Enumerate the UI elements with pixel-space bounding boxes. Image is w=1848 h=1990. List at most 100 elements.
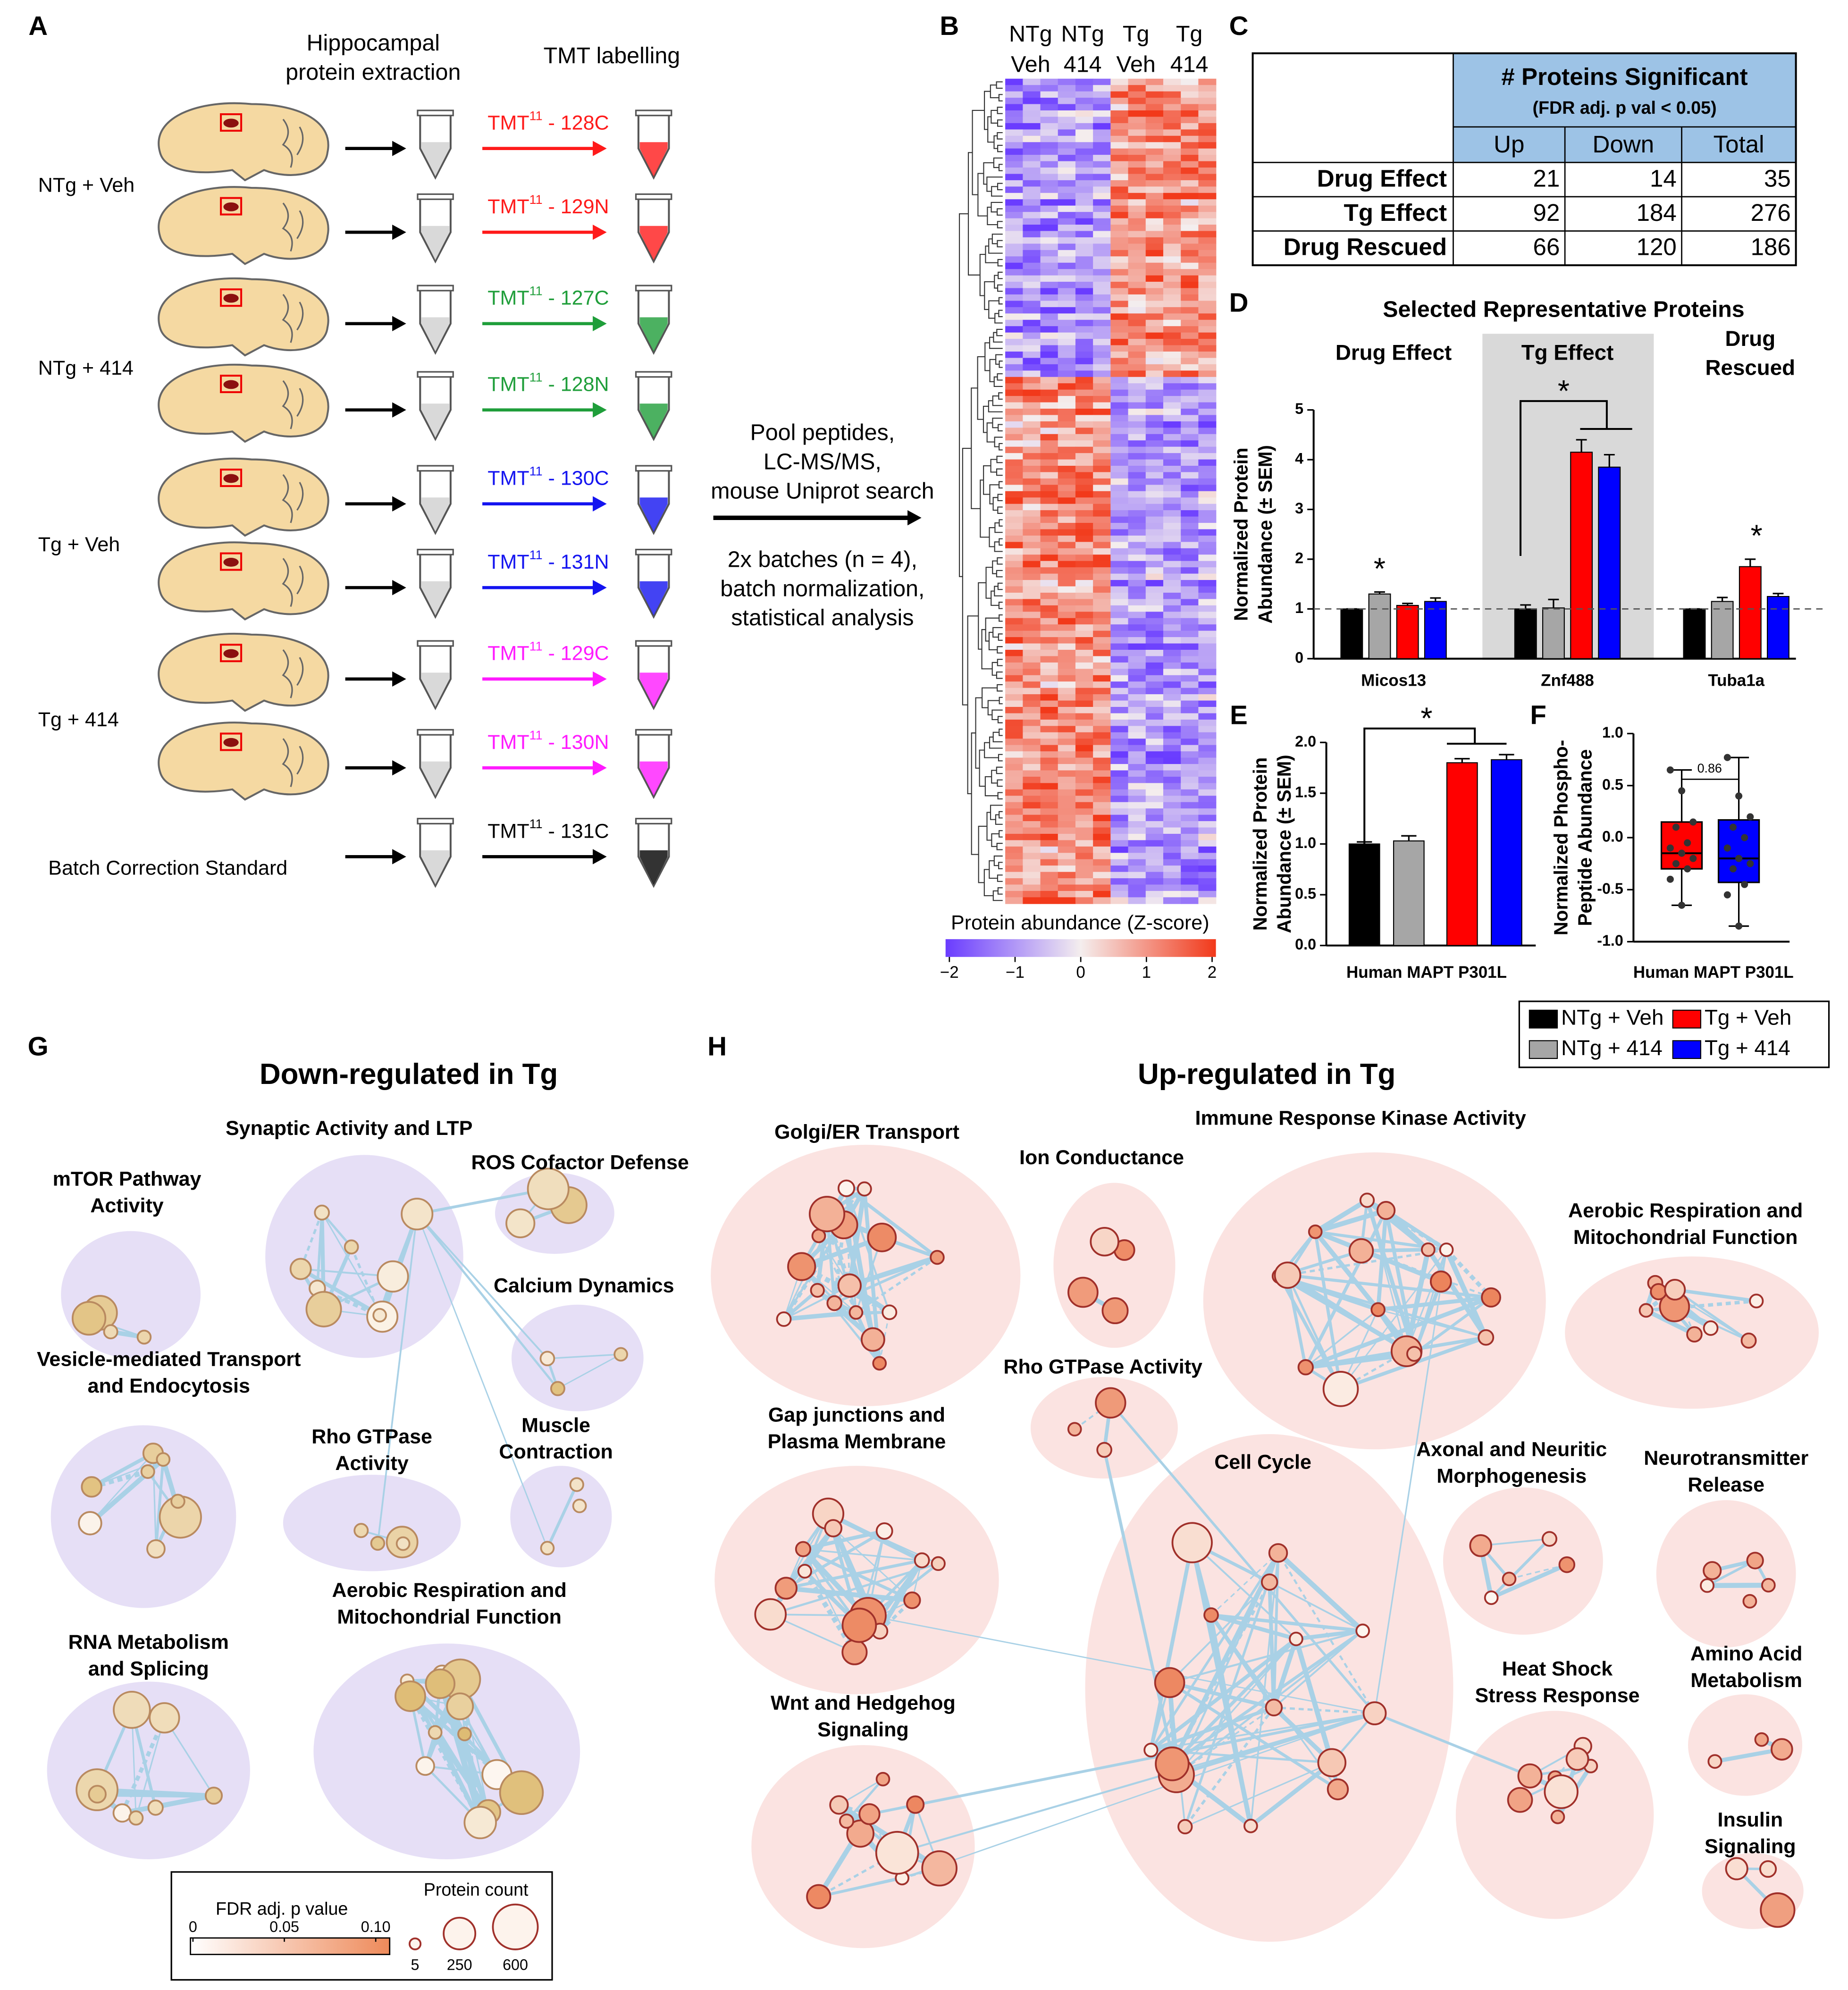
y-axis-label: Normalized Protein	[1249, 757, 1271, 931]
bar	[1739, 566, 1762, 659]
table-cell: 14	[1650, 165, 1677, 192]
heatmap-cell	[1198, 129, 1217, 136]
heatmap-cell	[1128, 688, 1146, 695]
heatmap-cell	[1040, 434, 1058, 441]
heatmap-cell	[1163, 256, 1181, 263]
heatmap-cell	[1093, 827, 1111, 834]
dendrogram-branch	[996, 843, 1003, 850]
network-edge	[1149, 1542, 1194, 1751]
tube-rim	[417, 548, 454, 555]
heatmap-cell	[1198, 656, 1217, 663]
heatmap-cell	[1145, 491, 1164, 498]
heatmap-cell	[1128, 643, 1146, 650]
network-node	[1203, 1607, 1219, 1623]
heatmap-cell	[1058, 497, 1076, 504]
heatmap-cell	[1181, 434, 1199, 441]
heatmap-cell	[1040, 389, 1058, 396]
heatmap-cell	[1040, 383, 1058, 390]
heatmap-cell	[1181, 205, 1199, 212]
tube-liquid	[639, 850, 668, 885]
heatmap-cell	[1040, 237, 1058, 244]
heatmap-cell	[1181, 415, 1199, 422]
heatmap-cell	[1110, 225, 1129, 232]
heatmap-cell	[1198, 504, 1217, 511]
y-tick-label: 0.5	[1602, 776, 1623, 793]
hippocampus	[223, 294, 239, 303]
heatmap-cell	[1058, 186, 1076, 193]
heatmap-cell	[1005, 85, 1024, 92]
heatmap-cell	[1198, 580, 1217, 587]
heatmap-cell	[1198, 428, 1217, 435]
heatmap-cell	[1181, 814, 1199, 822]
heatmap-cell	[1181, 656, 1199, 663]
fdr-tick-label: 0.05	[269, 1918, 299, 1935]
heatmap-cell	[1023, 535, 1041, 543]
heatmap-cell	[1023, 573, 1041, 580]
heatmap-cell	[1023, 713, 1041, 720]
heatmap-cell	[1040, 548, 1058, 555]
heatmap-cell	[1145, 288, 1164, 295]
heatmap-cell	[1163, 637, 1181, 644]
heatmap-cell	[1198, 523, 1217, 530]
heatmap-cell	[1023, 802, 1041, 809]
network-node	[112, 1803, 132, 1823]
heatmap-cell	[1110, 148, 1129, 155]
heatmap-cell	[1128, 890, 1146, 898]
heatmap-cell	[1005, 707, 1024, 714]
heatmap-cell	[1093, 649, 1111, 657]
heatmap-cell	[1145, 466, 1164, 473]
heatmap-cell	[1040, 275, 1058, 282]
heatmap-cell	[1040, 174, 1058, 181]
heatmap-cell	[1023, 808, 1041, 815]
heatmap-cell	[1040, 459, 1058, 466]
cluster-region	[1030, 1377, 1178, 1479]
network-edge	[1171, 1581, 1271, 1765]
heatmap-cell	[1198, 688, 1217, 695]
heatmap-cell	[1181, 78, 1199, 85]
data-point	[1723, 844, 1731, 852]
y-axis-label: Normalized Protein	[1230, 447, 1252, 621]
y-tick-label: 1.0	[1602, 724, 1623, 741]
heatmap-cell	[1145, 872, 1164, 879]
heatmap-cell	[1181, 846, 1199, 854]
count-label: 600	[503, 1956, 528, 1973]
heatmap-cell	[1075, 205, 1093, 212]
heatmap-cell	[1163, 250, 1181, 257]
network-node	[1289, 1631, 1303, 1646]
heatmap-cell	[1110, 783, 1129, 790]
network-node	[930, 1250, 945, 1265]
heatmap-cell	[1110, 713, 1129, 720]
heatmap-cell	[1093, 548, 1111, 555]
heatmap-cell	[1110, 859, 1129, 866]
heatmap-cell	[1145, 700, 1164, 707]
heatmap-cell	[1181, 440, 1199, 447]
heatmap-cell	[1075, 897, 1093, 904]
heatmap-cell	[1023, 91, 1041, 98]
heatmap-cell	[1110, 808, 1129, 815]
heatmap-cell	[1181, 351, 1199, 359]
heatmap-cell	[1058, 78, 1076, 85]
heatmap-cell	[1075, 548, 1093, 555]
heatmap-cell	[1128, 142, 1146, 149]
heatmap-cell	[1145, 199, 1164, 206]
batch-text: statistical analysis	[731, 605, 914, 630]
heatmap-cell	[1198, 466, 1217, 473]
error-bar	[1401, 835, 1417, 841]
heatmap-cell	[1163, 884, 1181, 891]
tmt-tag: TMT11 - 130C	[487, 464, 609, 490]
heatmap-cell	[1198, 491, 1217, 498]
heatmap-cell	[1181, 726, 1199, 733]
tmt-channel: 130C	[561, 467, 609, 490]
heatmap-cell	[1198, 326, 1217, 333]
heatmap-cell	[1023, 231, 1041, 238]
dendrogram-branch	[991, 590, 999, 606]
tube-liquid	[639, 761, 668, 796]
heatmap-cell	[1093, 764, 1111, 771]
heatmap-cell	[1181, 776, 1199, 784]
network-node	[88, 1785, 107, 1804]
network-edge	[89, 1470, 149, 1524]
heatmap-cell	[1181, 681, 1199, 689]
heatmap-cell	[1023, 446, 1041, 453]
heatmap-cell	[1145, 719, 1164, 727]
heatmap-cell	[1040, 757, 1058, 764]
